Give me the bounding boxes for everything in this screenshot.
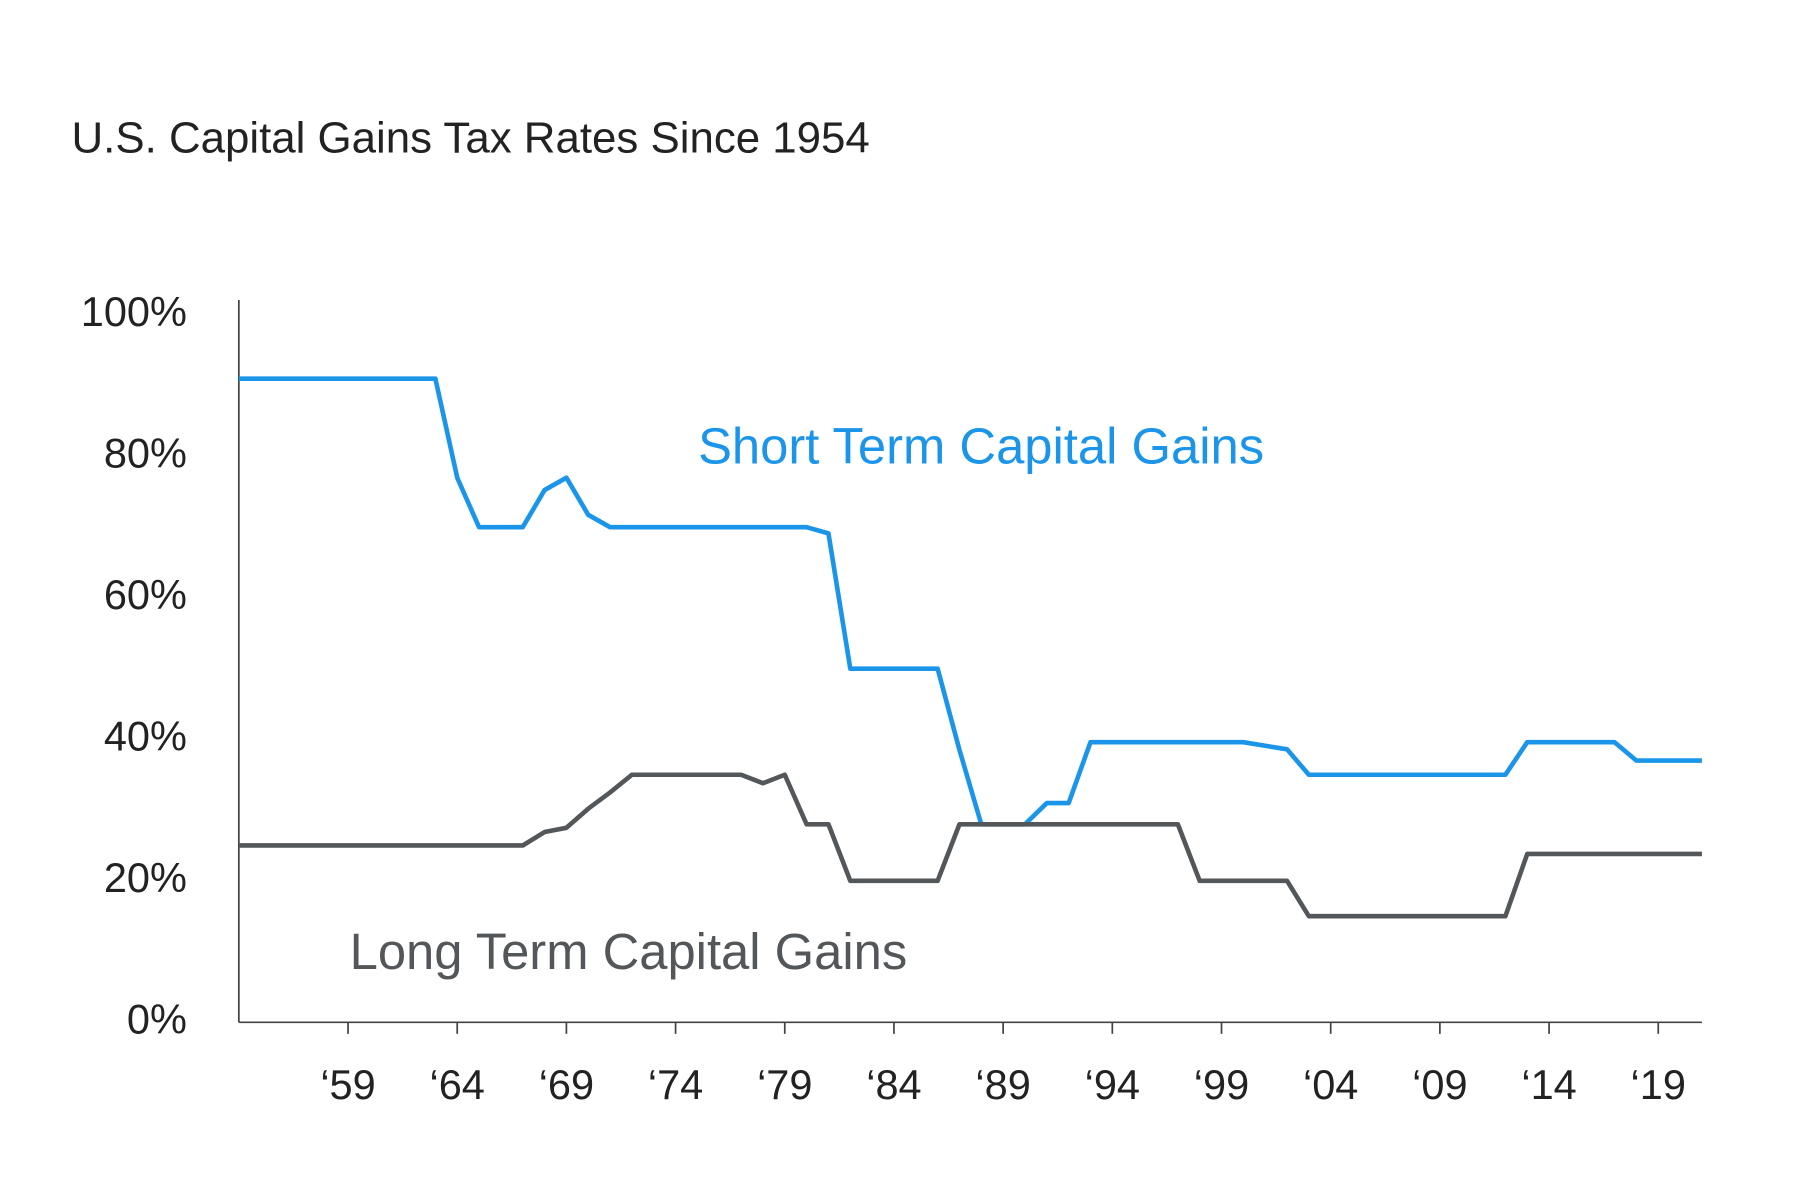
series-label: Long Term Capital Gains	[350, 923, 908, 980]
y-tick-label: 0%	[127, 995, 187, 1042]
y-tick-label: 20%	[104, 854, 187, 901]
x-tick-label: ‘64	[430, 1061, 485, 1108]
x-tick-label: ‘99	[1194, 1061, 1249, 1108]
x-tick-label: ‘04	[1303, 1061, 1358, 1108]
x-tick-label: ‘69	[539, 1061, 594, 1108]
x-tick-label: ‘84	[866, 1061, 921, 1108]
series-label: Short Term Capital Gains	[698, 417, 1264, 474]
x-tick-label: ‘14	[1521, 1061, 1576, 1108]
x-tick-label: ‘79	[757, 1061, 812, 1108]
x-tick-label: ‘74	[648, 1061, 703, 1108]
x-tick-label: ‘89	[975, 1061, 1030, 1108]
x-tick-label: ‘94	[1085, 1061, 1140, 1108]
x-tick-label: ‘59	[320, 1061, 375, 1108]
series-line	[238, 772, 1702, 919]
y-tick-label: 60%	[104, 571, 187, 618]
y-tick-label: 40%	[104, 712, 187, 759]
y-tick-label: 80%	[104, 429, 187, 476]
x-tick-label: ‘09	[1412, 1061, 1467, 1108]
chart-title: U.S. Capital Gains Tax Rates Since 1954	[72, 113, 870, 162]
x-tick-label: ‘19	[1631, 1061, 1686, 1108]
y-tick-label: 100%	[81, 288, 187, 335]
series-line	[238, 376, 1702, 827]
